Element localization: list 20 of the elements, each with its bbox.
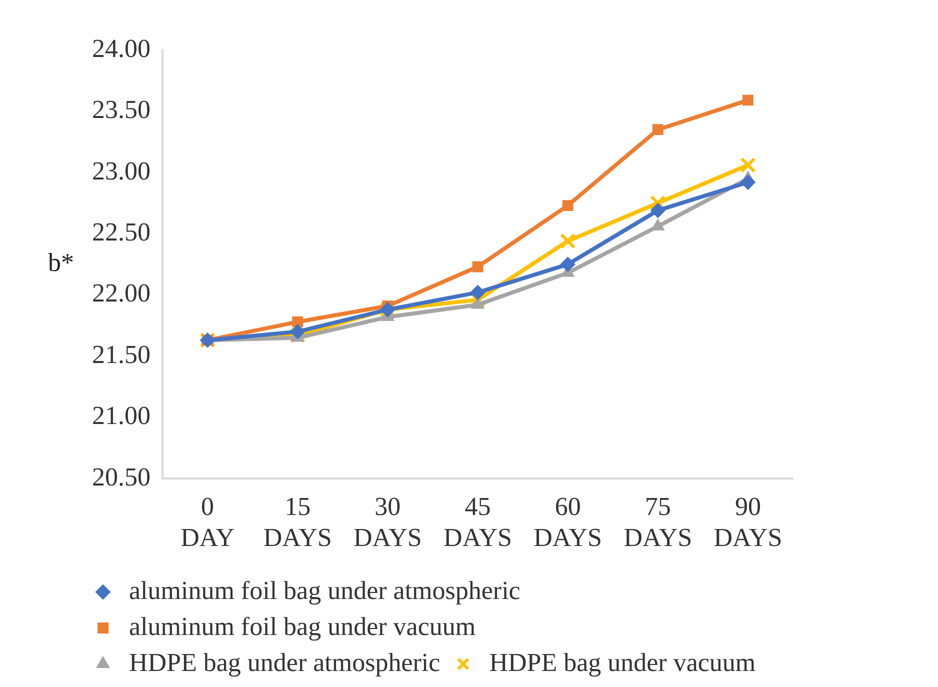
y-tick-label: 21.50 — [92, 340, 150, 369]
x-tick-label: 45 DAYS — [444, 492, 512, 552]
x-tick-label: 75 DAYS — [624, 492, 692, 552]
y-tick-label: 21.00 — [92, 401, 150, 430]
y-tick-label: 23.50 — [92, 95, 150, 124]
legend-label: aluminum foil bag under vacuum — [129, 612, 476, 641]
legend-label: aluminum foil bag under atmospheric — [129, 576, 520, 605]
y-tick-label: 24.00 — [92, 34, 150, 63]
x-tick-label: 0 DAY — [180, 492, 235, 552]
x-tick-label: 15 DAYS — [263, 492, 332, 552]
x-tick-label: 60 DAYS — [534, 492, 602, 552]
y-tick-label: 23.00 — [92, 156, 150, 186]
x-tick-label: 90 DAYS — [714, 492, 782, 552]
y-tick-label: 22.00 — [92, 278, 150, 308]
y-tick-label: 22.50 — [92, 218, 150, 247]
legend-label: HDPE bag under atmospheric — [129, 648, 440, 677]
y-tick-label: 20.50 — [92, 462, 150, 492]
y-axis-title: b* — [48, 248, 74, 278]
x-tick-label: 30 DAYS — [353, 492, 422, 552]
legend-label: HDPE bag under vacuum — [489, 648, 756, 677]
